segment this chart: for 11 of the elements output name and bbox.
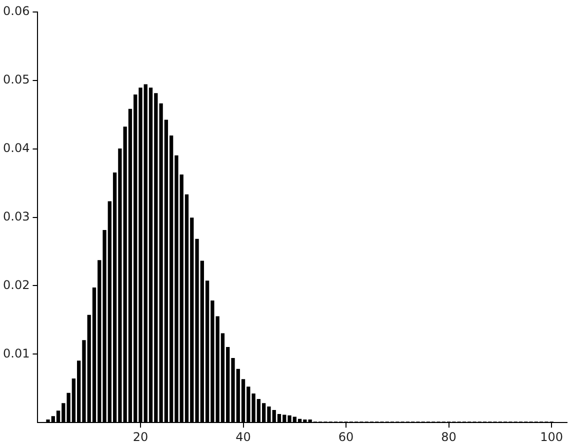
x-tick-label: 20	[132, 430, 148, 444]
y-tick-label: 0.06	[3, 4, 30, 18]
y-tick-label: 0.01	[3, 346, 30, 360]
x-tick-label: 60	[338, 430, 354, 444]
x-tick-label: 100	[540, 430, 564, 444]
x-tick-label: 80	[441, 430, 456, 444]
y-tick-label: 0.02	[3, 278, 30, 292]
x-tick-label: 40	[236, 430, 251, 444]
y-tick-label: 0.03	[3, 209, 30, 224]
y-tick-label: 0.05	[3, 72, 30, 87]
y-tick-label: 0.04	[3, 140, 30, 155]
